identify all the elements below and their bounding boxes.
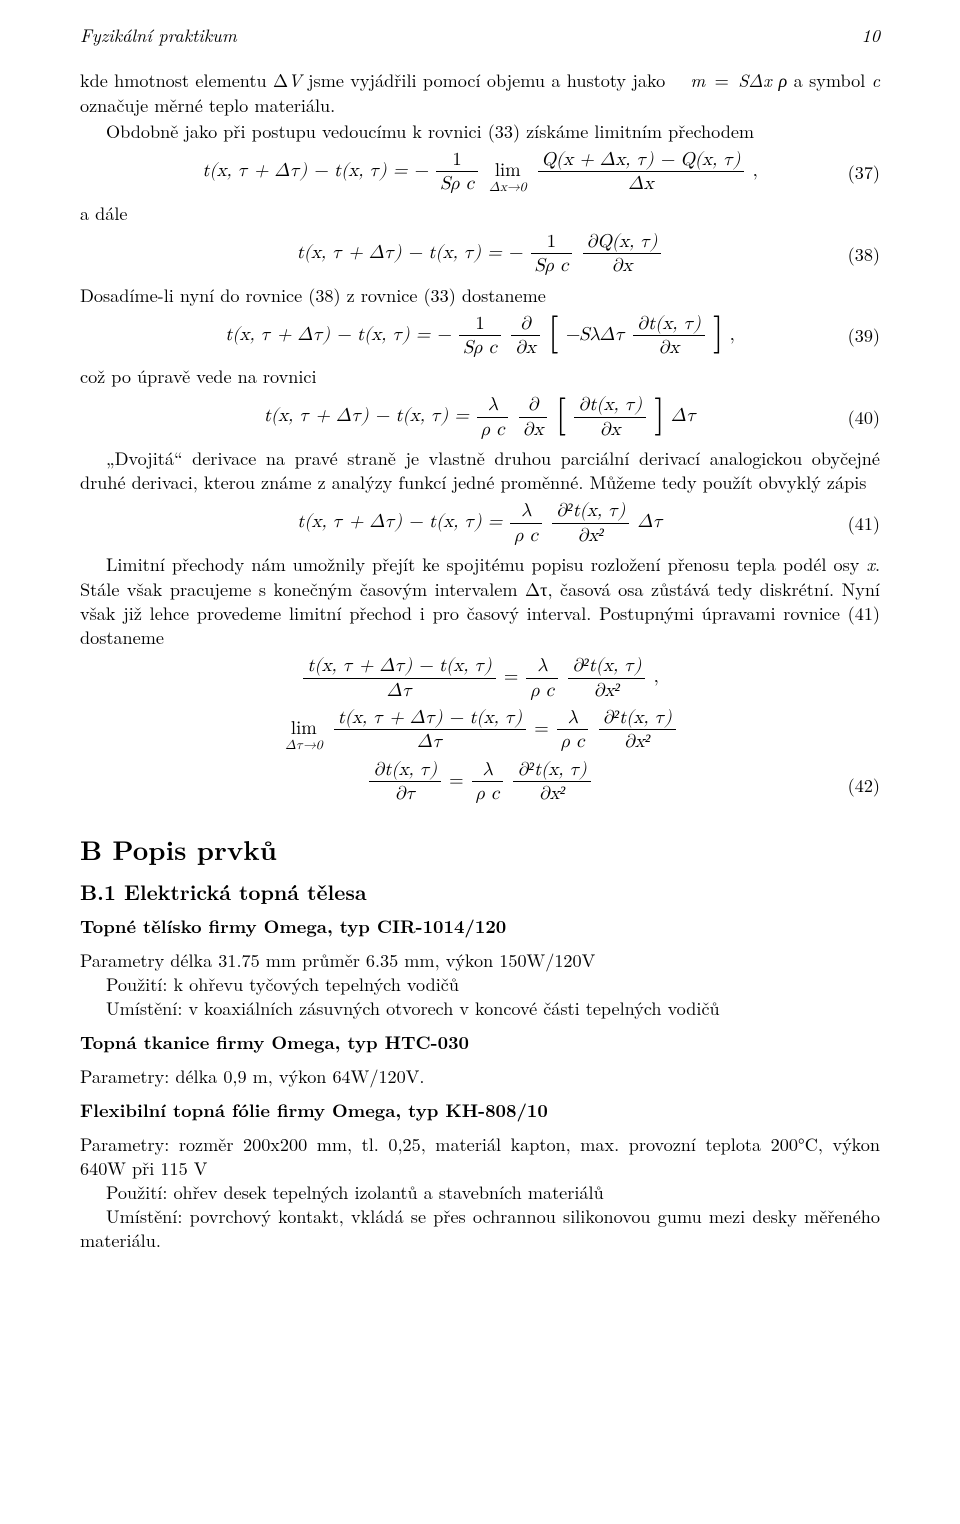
fraction: t(x, τ + Δτ) − t(x, τ) Δτ bbox=[334, 707, 526, 753]
device-usage: Použití: k ohřevu tyčových tepelných vod… bbox=[80, 972, 880, 996]
fraction: ∂t(x, τ) ∂τ bbox=[369, 759, 441, 805]
text: , bbox=[753, 161, 758, 180]
eq-lhs: t(x, τ + Δτ) − t(x, τ) = − bbox=[225, 324, 451, 343]
section-heading-b: B Popis prvků bbox=[80, 831, 880, 867]
fraction: λ ρ c bbox=[477, 394, 509, 440]
equation-42: t(x, τ + Δτ) − t(x, τ) Δτ = λ ρ c ∂²t(x,… bbox=[80, 655, 880, 805]
fraction: ∂²t(x, τ) ∂x² bbox=[552, 500, 629, 546]
fraction: 1 Sρ c bbox=[436, 149, 478, 195]
math-var: m bbox=[690, 68, 705, 93]
eq-lhs: t(x, τ + Δτ) − t(x, τ) = bbox=[264, 406, 475, 425]
fraction: ∂Q(x, τ) ∂x bbox=[583, 231, 662, 277]
text: a symbol bbox=[787, 67, 871, 93]
fraction: ∂²t(x, τ) ∂x² bbox=[599, 707, 676, 753]
math-var: x bbox=[866, 552, 874, 577]
math-var: Δx ρ bbox=[748, 68, 787, 93]
fraction: ∂ ∂x bbox=[519, 394, 548, 440]
text: jsme vyjádřili pomocí objemu a hustoty j… bbox=[302, 67, 672, 93]
paragraph: Dosadíme-li nyní do rovnice (38) z rovni… bbox=[80, 283, 880, 307]
equation-number: (39) bbox=[848, 323, 880, 347]
header-page-number: 10 bbox=[861, 24, 880, 48]
fraction: Q(x + Δx, τ) − Q(x, τ) Δx bbox=[538, 149, 745, 195]
equation-number: (37) bbox=[848, 160, 880, 184]
equation-39: t(x, τ + Δτ) − t(x, τ) = − 1 Sρ c ∂ ∂x [… bbox=[80, 313, 880, 359]
paragraph: Obdobně jako při postupu vedoucímu k rov… bbox=[80, 119, 880, 143]
text: kde hmotnost elementu Δ bbox=[80, 67, 288, 93]
paragraph: Limitní přechody nám umožnily přejít ke … bbox=[80, 552, 880, 649]
running-header: Fyzikální praktikum 10 bbox=[80, 24, 880, 48]
paragraph: a dále bbox=[80, 201, 880, 225]
equation-37: t(x, τ + Δτ) − t(x, τ) = − 1 Sρ c lim Δx… bbox=[80, 149, 880, 195]
equation-41: t(x, τ + Δτ) − t(x, τ) = λ ρ c ∂²t(x, τ)… bbox=[80, 500, 880, 546]
subsection-heading-b1: B.1 Elektrická topná tělesa bbox=[80, 879, 880, 907]
device-block: Parametry délka 31.75 mm průměr 6.35 mm,… bbox=[80, 948, 880, 1020]
limit: lim Δτ→0 bbox=[285, 720, 322, 752]
device-block: Parametry: rozměr 200x200 mm, tl. 0,25, … bbox=[80, 1132, 880, 1252]
equation-number: (40) bbox=[848, 405, 880, 429]
fraction: λ ρ c bbox=[526, 655, 558, 701]
text: = bbox=[504, 667, 525, 686]
equation-number: (41) bbox=[848, 511, 880, 535]
math-var: V bbox=[288, 68, 302, 93]
device-heading: Topná tkanice firmy Omega, typ HTC-030 bbox=[80, 1030, 880, 1054]
fraction: 1 Sρ c bbox=[459, 313, 501, 359]
paragraph: kde hmotnost elementu ΔV jsme vyjádřili … bbox=[80, 68, 880, 117]
equation-number: (38) bbox=[848, 242, 880, 266]
fraction: 1 Sρ c bbox=[531, 231, 573, 277]
text: , bbox=[654, 667, 659, 686]
fraction: ∂t(x, τ) ∂x bbox=[574, 394, 646, 440]
device-placement: Umístění: povrchový kontakt, vkládá se p… bbox=[80, 1204, 880, 1252]
math-var: c bbox=[872, 68, 880, 93]
text: −SλΔτ bbox=[565, 324, 625, 343]
eq-lhs: t(x, τ + Δτ) − t(x, τ) = − bbox=[297, 243, 523, 262]
paragraph: což po úpravě vede na rovnici bbox=[80, 364, 880, 388]
device-block: Parametry: délka 0,9 m, výkon 64W/120V. bbox=[80, 1064, 880, 1088]
limit: lim Δx→0 bbox=[489, 162, 526, 194]
device-heading: Topné tělísko firmy Omega, typ CIR-1014/… bbox=[80, 914, 880, 938]
equation-40: t(x, τ + Δτ) − t(x, τ) = λ ρ c ∂ ∂x [ ∂t… bbox=[80, 394, 880, 440]
text: Limitní přechody nám umožnily přejít ke … bbox=[106, 551, 866, 577]
text: = bbox=[449, 771, 470, 790]
eq-lhs: t(x, τ + Δτ) − t(x, τ) = − bbox=[202, 161, 428, 180]
paragraph: „Dvojitá“ derivace na pravé straně je vl… bbox=[80, 446, 880, 494]
fraction: ∂ ∂x bbox=[511, 313, 540, 359]
text: , bbox=[730, 324, 735, 343]
page: Fyzikální praktikum 10 kde hmotnost elem… bbox=[0, 0, 960, 1524]
text: označuje měrné teplo materiálu. bbox=[80, 92, 335, 118]
text: = bbox=[534, 719, 555, 738]
fraction: λ ρ c bbox=[510, 500, 542, 546]
device-placement: Umístění: v koaxiálních zásuvných otvore… bbox=[80, 996, 880, 1020]
equation-38: t(x, τ + Δτ) − t(x, τ) = − 1 Sρ c ∂Q(x, … bbox=[80, 231, 880, 277]
device-params: Parametry délka 31.75 mm průměr 6.35 mm,… bbox=[80, 948, 880, 972]
fraction: t(x, τ + Δτ) − t(x, τ) Δτ bbox=[303, 655, 495, 701]
math-var: S bbox=[738, 68, 748, 93]
fraction: ∂t(x, τ) ∂x bbox=[633, 313, 705, 359]
fraction: ∂²t(x, τ) ∂x² bbox=[513, 759, 590, 805]
fraction: λ ρ c bbox=[472, 759, 504, 805]
device-heading: Flexibilní topná fólie firmy Omega, typ … bbox=[80, 1098, 880, 1122]
equation-number: (42) bbox=[848, 773, 880, 797]
device-usage: Použití: ohřev desek tepelných izolantů … bbox=[80, 1180, 880, 1204]
text: Δτ bbox=[671, 406, 696, 425]
device-params: Parametry: délka 0,9 m, výkon 64W/120V. bbox=[80, 1064, 880, 1088]
eq-lhs: t(x, τ + Δτ) − t(x, τ) = bbox=[297, 512, 508, 531]
header-left: Fyzikální praktikum bbox=[80, 24, 237, 48]
fraction: λ ρ c bbox=[557, 707, 589, 753]
fraction: ∂²t(x, τ) ∂x² bbox=[568, 655, 645, 701]
text: Δτ bbox=[637, 512, 662, 531]
device-params: Parametry: rozměr 200x200 mm, tl. 0,25, … bbox=[80, 1132, 880, 1180]
